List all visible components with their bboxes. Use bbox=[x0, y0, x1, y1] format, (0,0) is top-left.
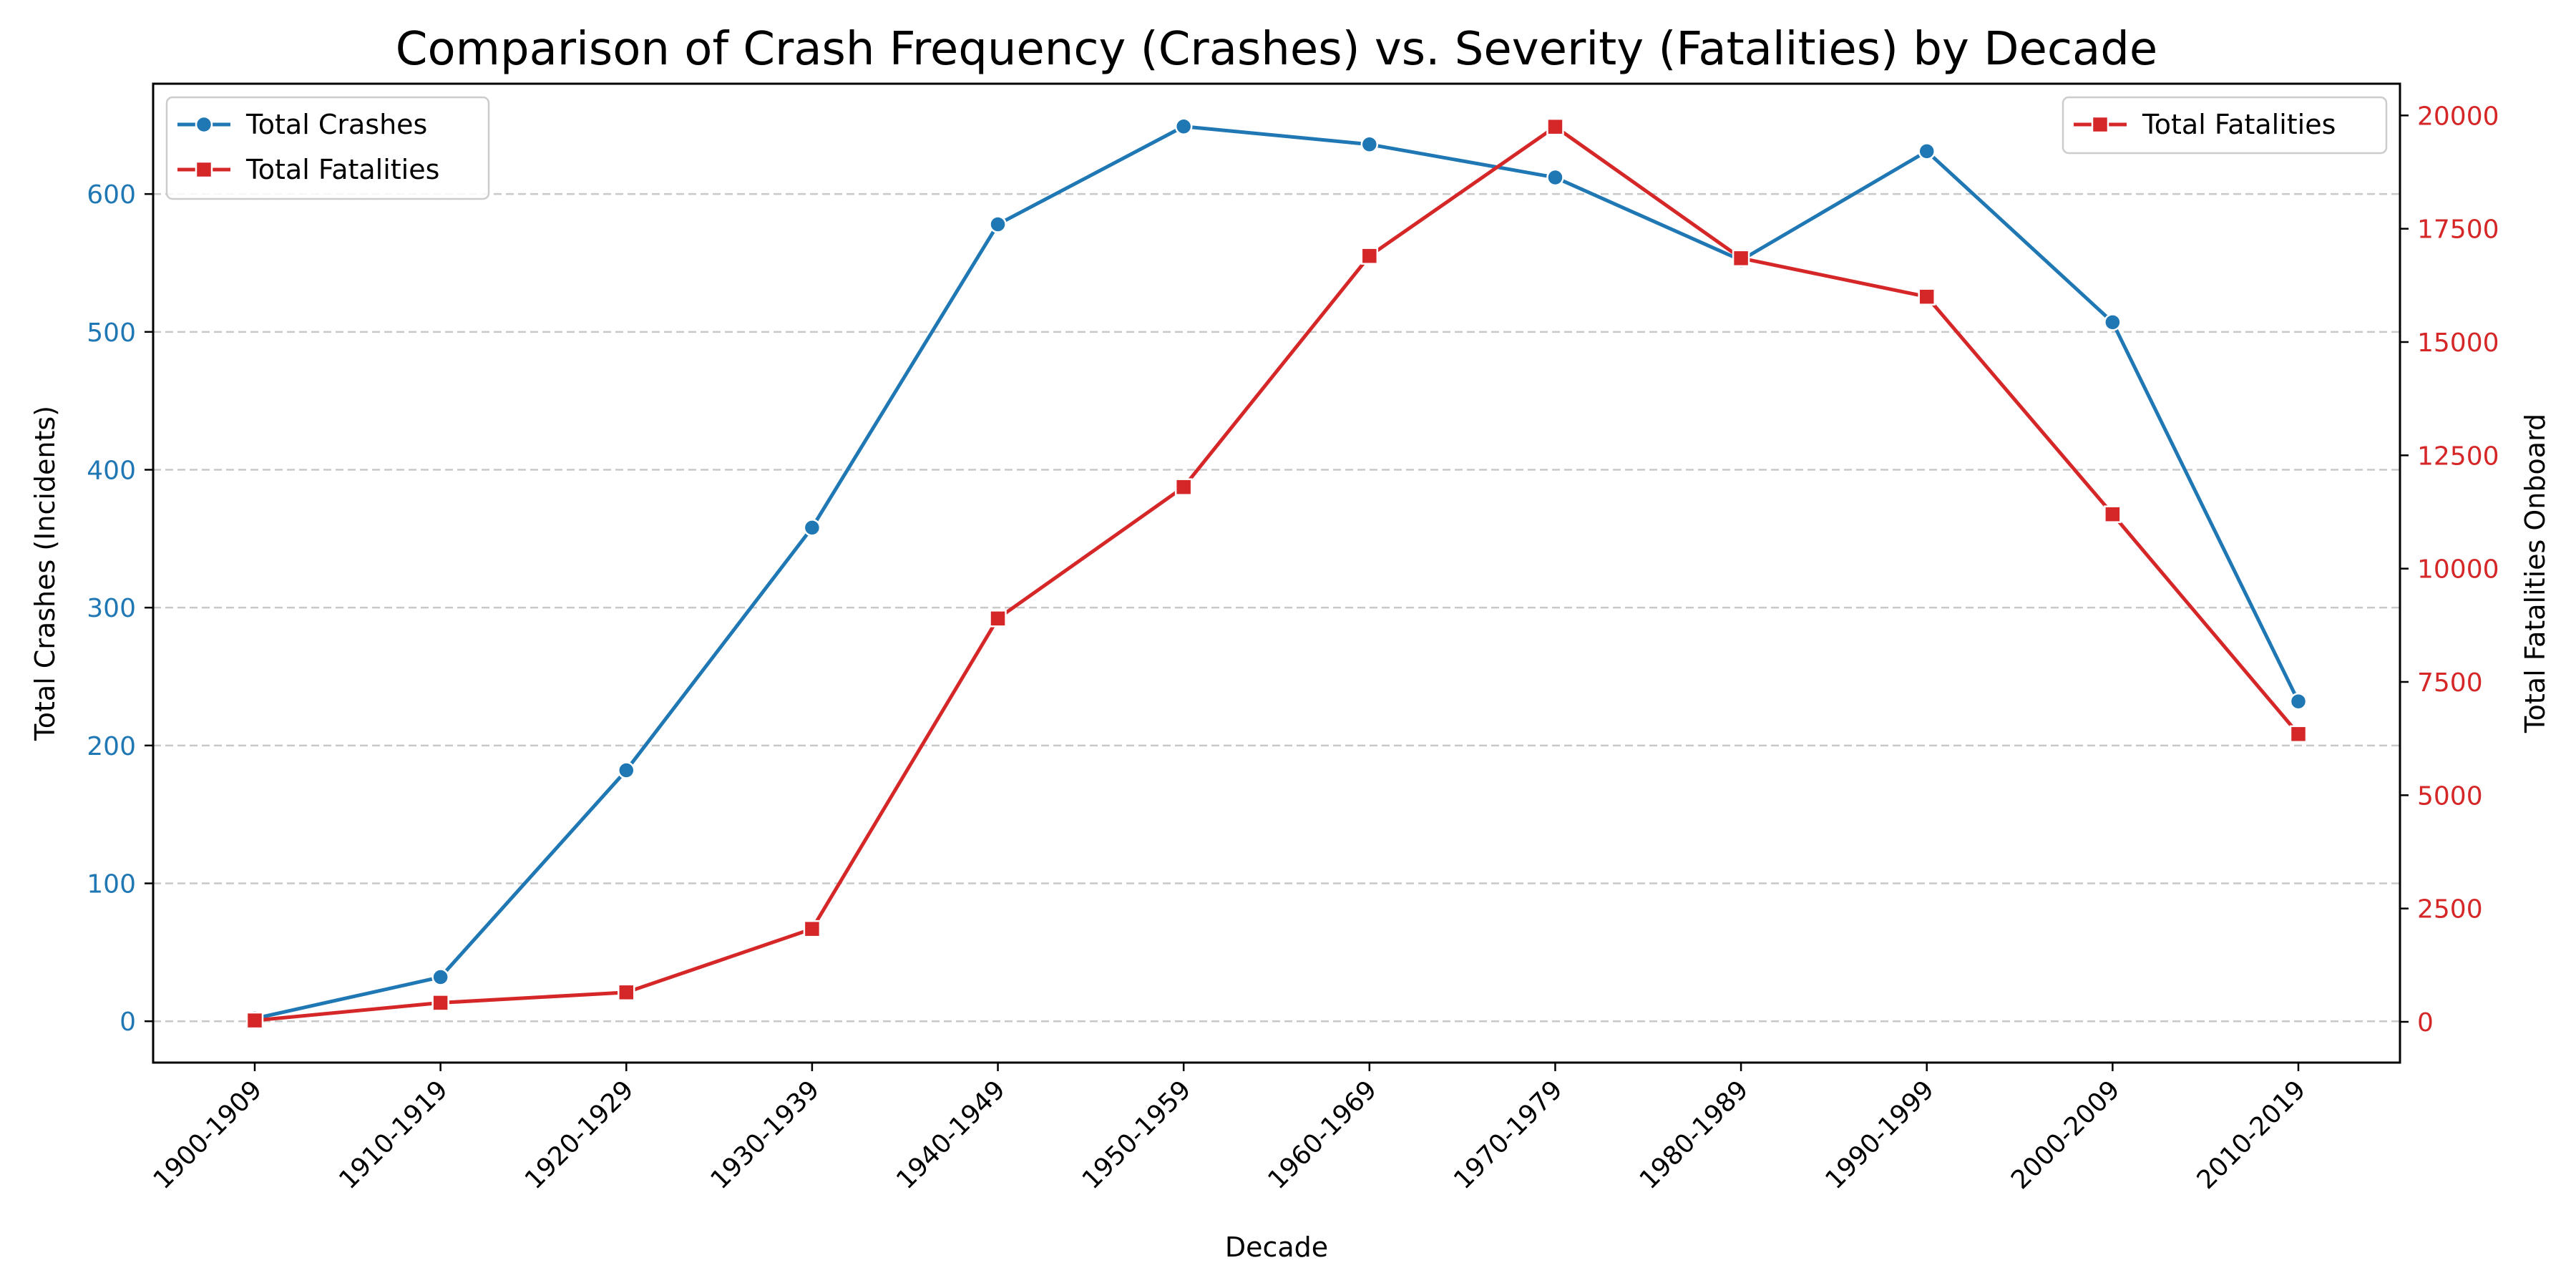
x-axis-tick-label: 2010-2019 bbox=[2192, 1075, 2312, 1195]
right-axis-tick-label: 20000 bbox=[2417, 102, 2499, 131]
legend-label: Total Fatalities bbox=[245, 154, 439, 185]
right-axis-tick-label: 0 bbox=[2417, 1008, 2434, 1038]
right-axis-tick-label: 15000 bbox=[2417, 328, 2499, 358]
data-point bbox=[2104, 505, 2122, 523]
data-point bbox=[1360, 247, 1379, 265]
left-axis-tick-label: 100 bbox=[87, 870, 136, 899]
x-axis-tick-label: 1940-1949 bbox=[891, 1075, 1011, 1195]
data-point bbox=[1732, 249, 1750, 268]
legend-entry: Total Crashes bbox=[177, 109, 427, 140]
legend-label: Total Crashes bbox=[245, 109, 427, 140]
x-axis-tick-label: 1970-1979 bbox=[1448, 1075, 1568, 1195]
x-axis-label: Decade bbox=[1225, 1231, 1328, 1263]
data-point bbox=[1546, 117, 1564, 136]
right-axis-tick-label: 5000 bbox=[2417, 781, 2483, 811]
data-point bbox=[618, 761, 635, 779]
legend-marker bbox=[2091, 115, 2109, 134]
x-axis-tick-label: 1920-1929 bbox=[519, 1075, 640, 1195]
data-point bbox=[989, 215, 1007, 233]
left-axis-tick-label: 600 bbox=[87, 180, 136, 210]
data-point bbox=[245, 1011, 264, 1030]
data-point bbox=[1174, 478, 1193, 496]
data-point bbox=[989, 610, 1007, 628]
data-point bbox=[431, 968, 449, 986]
right-axis-tick-label: 10000 bbox=[2417, 555, 2499, 585]
left-axis-tick-label: 0 bbox=[119, 1008, 136, 1037]
left-axis-tick-label: 200 bbox=[87, 732, 136, 761]
series-layer bbox=[245, 117, 2308, 1030]
data-point bbox=[431, 994, 449, 1012]
series-line bbox=[254, 125, 2300, 1023]
x-axis-tick-label: 2000-2009 bbox=[2006, 1075, 2126, 1195]
data-point bbox=[1918, 288, 1936, 306]
legend-box bbox=[2062, 96, 2388, 155]
series-total-fatalities bbox=[245, 117, 2308, 1030]
legend-entry: Total Fatalities bbox=[177, 154, 439, 185]
x-axis-tick-label: 1910-1919 bbox=[333, 1075, 454, 1195]
data-point bbox=[1174, 117, 1193, 135]
left-axis-tick-label: 400 bbox=[87, 456, 136, 485]
data-point bbox=[803, 919, 821, 938]
series-total-crashes bbox=[245, 117, 2308, 1028]
data-point bbox=[2104, 313, 2122, 331]
plot-frame bbox=[152, 82, 2401, 1064]
grid-layer bbox=[153, 192, 2400, 1023]
right-axis-tick-label: 2500 bbox=[2417, 895, 2483, 924]
axis-layer: 0 100 200 300 400 500 600 0 2500 5000 7500 10000 125… bbox=[87, 102, 2499, 1195]
right-axis-tick-label: 17500 bbox=[2417, 215, 2499, 245]
right-axis-label: Total Fatalities Onboard bbox=[2519, 414, 2551, 733]
legend-entry: Total Fatalities bbox=[2074, 109, 2336, 140]
left-axis-label: Total Crashes (Incidents) bbox=[29, 406, 61, 741]
data-point bbox=[1360, 135, 1379, 154]
x-axis-tick-label: 1980-1989 bbox=[1634, 1075, 1755, 1195]
legend-box bbox=[165, 96, 490, 200]
data-point bbox=[2289, 725, 2308, 743]
left-axis-tick-label: 300 bbox=[87, 594, 136, 623]
x-axis-tick-label: 1950-1959 bbox=[1077, 1075, 1197, 1195]
x-axis-tick-label: 1960-1969 bbox=[1262, 1075, 1382, 1195]
series-line bbox=[254, 125, 2301, 1020]
x-axis-tick-label: 1930-1939 bbox=[706, 1075, 826, 1195]
chart-title: Comparison of Crash Frequency (Crashes) … bbox=[396, 23, 2158, 76]
right-axis-tick-label: 7500 bbox=[2417, 668, 2483, 698]
x-axis-tick-label: 1990-1999 bbox=[1820, 1075, 1940, 1195]
data-point bbox=[618, 983, 635, 1002]
data-point bbox=[1918, 142, 1936, 160]
left-axis-tick-label: 500 bbox=[87, 318, 136, 348]
data-point bbox=[803, 519, 821, 537]
data-point bbox=[1546, 168, 1564, 187]
legend-marker bbox=[195, 115, 213, 134]
legend-marker bbox=[195, 160, 213, 179]
legend-right: Total Fatalities bbox=[2062, 96, 2388, 155]
right-axis-tick-label: 12500 bbox=[2417, 441, 2499, 471]
data-point bbox=[2289, 692, 2308, 711]
x-axis-tick-label: 1900-1909 bbox=[148, 1075, 268, 1195]
legend-label: Total Fatalities bbox=[2142, 109, 2336, 140]
legend-left: Total Crashes Total Fatalities bbox=[165, 96, 490, 200]
